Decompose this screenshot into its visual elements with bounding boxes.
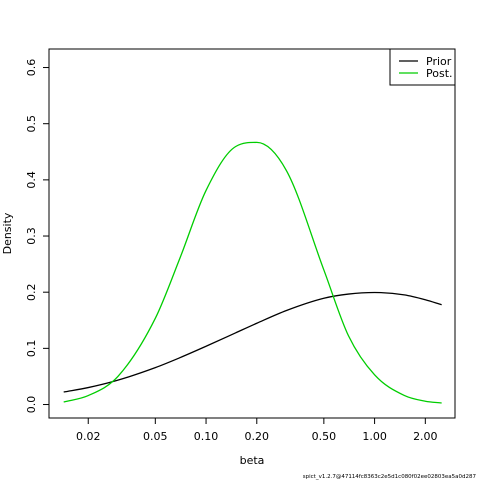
y-tick-label: 0.6 bbox=[25, 59, 38, 77]
x-tick-label: 0.02 bbox=[76, 430, 101, 443]
y-tick-label: 0.4 bbox=[25, 171, 38, 189]
x-tick-label: 2.00 bbox=[413, 430, 438, 443]
y-tick-label: 0.2 bbox=[25, 283, 38, 301]
version-footnote: spict_v1.2.7@47114fc8363c2e5d1c080f02ee0… bbox=[303, 474, 477, 480]
y-tick-label: 0.1 bbox=[25, 340, 38, 358]
series-line-prior bbox=[63, 291, 442, 393]
plot-box bbox=[48, 48, 456, 419]
x-axis-label: beta bbox=[240, 454, 265, 467]
x-tick-label: 0.20 bbox=[245, 430, 270, 443]
x-tick-label: 0.10 bbox=[194, 430, 219, 443]
x-tick-label: 1.00 bbox=[362, 430, 387, 443]
x-tick-label: 0.50 bbox=[312, 430, 337, 443]
legend-label-prior: Prior bbox=[426, 55, 452, 68]
y-tick-label: 0.0 bbox=[25, 396, 38, 414]
y-axis-label: Density bbox=[1, 212, 14, 254]
y-tick-label: 0.5 bbox=[25, 115, 38, 133]
series-layer bbox=[63, 141, 442, 404]
y-tick-label: 0.3 bbox=[25, 227, 38, 245]
x-axis: 0.02 0.05 0.10 0.20 0.50 1.00 2.00 bbox=[76, 418, 438, 443]
series-line-post bbox=[63, 141, 442, 404]
x-tick-label: 0.05 bbox=[143, 430, 168, 443]
legend-label-post: Post. bbox=[426, 67, 453, 80]
legend: Prior Post. bbox=[389, 48, 456, 86]
y-axis: 0.0 0.1 0.2 0.3 0.4 0.5 0.6 bbox=[25, 59, 49, 413]
legend-box bbox=[389, 48, 456, 86]
